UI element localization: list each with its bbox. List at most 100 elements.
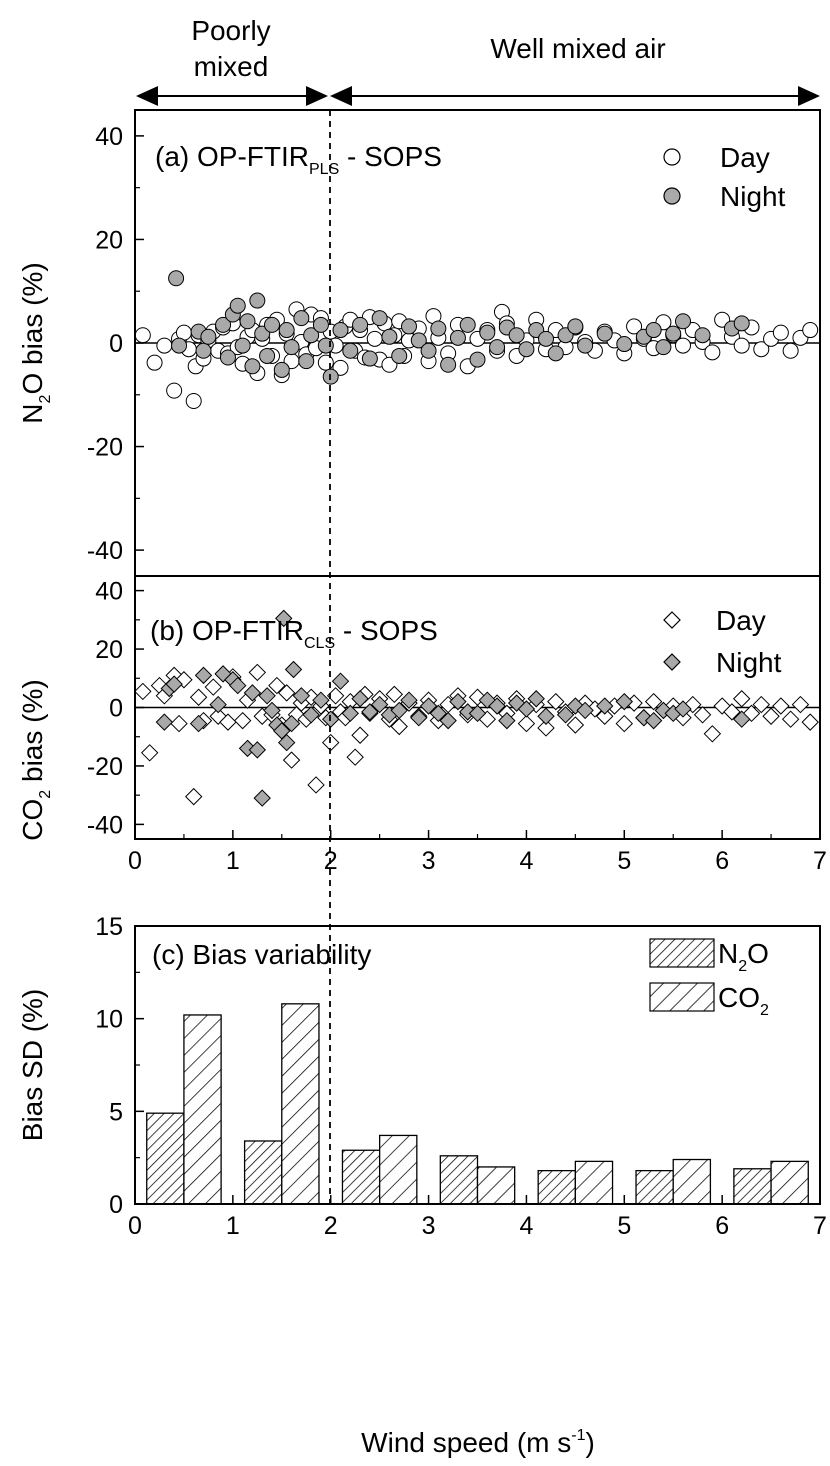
panel-b-point-day — [723, 703, 741, 721]
panel-b-point-night — [556, 706, 575, 724]
panel-b-point-day — [781, 710, 800, 728]
panel-b-ytick-label-20: 20 — [95, 636, 123, 664]
panel-b-point-day — [547, 692, 565, 711]
panel-b-point-day — [277, 684, 296, 702]
panel-b-legend: Day Night — [663, 605, 782, 678]
x-axis-title: Wind speed (m s-1) — [361, 1427, 595, 1458]
panel-b-point-night — [468, 704, 487, 723]
panel-a-legend: Day Night — [663, 142, 786, 212]
legend-b-day-label: Day — [716, 605, 766, 636]
panel-a-point-night — [547, 345, 564, 362]
panel-a-point-night — [694, 327, 711, 344]
panel-b-point-night — [229, 676, 247, 695]
panel-a-point-night — [239, 313, 256, 330]
panel-a-point-night — [259, 347, 276, 364]
panel-b-point-day — [134, 682, 152, 701]
panel-b-point-day — [772, 697, 790, 715]
panel-b-point-night — [400, 691, 418, 709]
panel-a-ytick-label-20: 20 — [95, 226, 123, 254]
panel-b-point-night — [596, 697, 614, 715]
panel-c-bar-n2o-5-6 — [635, 1169, 674, 1205]
panel-a-point-night — [293, 310, 310, 327]
panel-b-point-day — [268, 676, 286, 695]
panel-b-point-night — [165, 675, 183, 693]
panel-b-title: (b) OP-FTIRCLS - SOPS — [150, 615, 438, 652]
panel-c-title: (c) Bias variability — [152, 939, 371, 970]
panel-a-point-night — [489, 339, 506, 356]
panel-b-point-night — [284, 660, 303, 679]
panel-b-point-day — [596, 707, 614, 725]
panel-b-point-night — [155, 713, 174, 731]
panel-b-point-day — [762, 707, 780, 725]
panel-a-ytick-label--20: -20 — [87, 434, 123, 462]
panel-a-point-night — [479, 324, 496, 341]
panel-a-point-day — [753, 341, 770, 358]
panel-b-point-night — [275, 609, 293, 628]
panel-b-point-night — [370, 695, 389, 714]
panel-a-point-night — [508, 327, 525, 344]
poorly-mixed-label-line1: Poorly — [191, 15, 270, 46]
panel-c-bars — [146, 1003, 809, 1205]
panel-a-point-night — [200, 328, 217, 345]
panel-b-y-axis-title: CO2 bias (%) — [17, 679, 54, 840]
panel-c-bar-co2-5-6 — [672, 1158, 712, 1205]
panel-a-point-night — [410, 332, 427, 349]
panel-a-point-night — [655, 339, 672, 356]
panel-c-bar-n2o-4-5 — [537, 1169, 577, 1205]
panel-b-point-day — [233, 711, 252, 730]
well-mixed-label: Well mixed air — [490, 33, 665, 64]
panel-c-y-axis-title: Bias SD (%) — [17, 989, 48, 1141]
panel-a-point-day — [704, 344, 721, 361]
panel-a-point-night — [459, 316, 476, 333]
panel-b-point-night — [331, 672, 350, 690]
panel-b-point-day — [733, 690, 751, 708]
panel-b-point-night — [537, 707, 555, 725]
panel-b-point-day — [140, 744, 159, 762]
panel-b-point-day — [282, 751, 301, 769]
panel-b-xtick-label-3: 3 — [422, 847, 436, 875]
panel-b-point-day — [170, 714, 188, 733]
panel-b-xtick-label-7: 7 — [813, 847, 827, 875]
panel-c-y-ticks: 0 5 10 15 — [95, 913, 144, 1219]
legend-a-day-marker — [663, 148, 681, 166]
panel-a-y-axis-title: N2O bias (%) — [17, 262, 54, 423]
panel-a-point-night — [596, 325, 613, 342]
panel-b-point-night — [282, 714, 301, 733]
panel-b-xtick-label-1: 1 — [226, 847, 240, 875]
panel-c-bar-co2-6-7 — [770, 1160, 809, 1205]
panel-a-point-night — [420, 342, 437, 359]
panel-c-bar-n2o-3-4 — [439, 1155, 479, 1205]
panel-b-point-day — [615, 714, 633, 733]
panel-c-ytick-label-15: 15 — [95, 913, 123, 941]
panel-a-point-night — [381, 328, 398, 345]
legend-c-n2o-swatch — [649, 938, 715, 968]
legend-c-co2-swatch — [649, 982, 715, 1012]
panel-a-y-ticks: -40 -20 0 20 40 — [87, 123, 144, 565]
panel-a-point-day — [675, 337, 691, 354]
panel-b-point-night — [410, 709, 428, 727]
panel-b-point-day — [307, 776, 325, 794]
panel-c-bar-n2o-6-7 — [733, 1168, 772, 1205]
panel-a-point-night — [518, 341, 535, 358]
panel-a-point-day — [166, 382, 183, 399]
panel-c-legend: N2O CO2 — [649, 938, 769, 1019]
panel-a-point-night — [332, 322, 349, 339]
panel-a-point-night — [283, 339, 300, 356]
poorly-mixed-label-line2: mixed — [194, 51, 269, 82]
panel-b-ytick-label-0: 0 — [109, 695, 123, 723]
panel-b-point-night — [527, 690, 545, 708]
panel-c-ytick-label-5: 5 — [109, 1098, 123, 1126]
panel-c-bar-co2-2-3 — [378, 1134, 418, 1205]
panel-a-point-night — [298, 353, 315, 370]
panel-b-point-night — [576, 701, 594, 720]
panel-a-point-day — [156, 337, 173, 354]
panel-a-point-night — [645, 322, 662, 339]
panel-b-point-night — [189, 714, 208, 733]
panel-c-bar-n2o-1-2 — [243, 1140, 283, 1205]
panel-a-point-day — [146, 354, 163, 371]
panel-c-bar-co2-3-4 — [476, 1166, 516, 1205]
panel-c-ytick-label-10: 10 — [95, 1006, 123, 1034]
panel-b-point-day — [566, 716, 585, 734]
